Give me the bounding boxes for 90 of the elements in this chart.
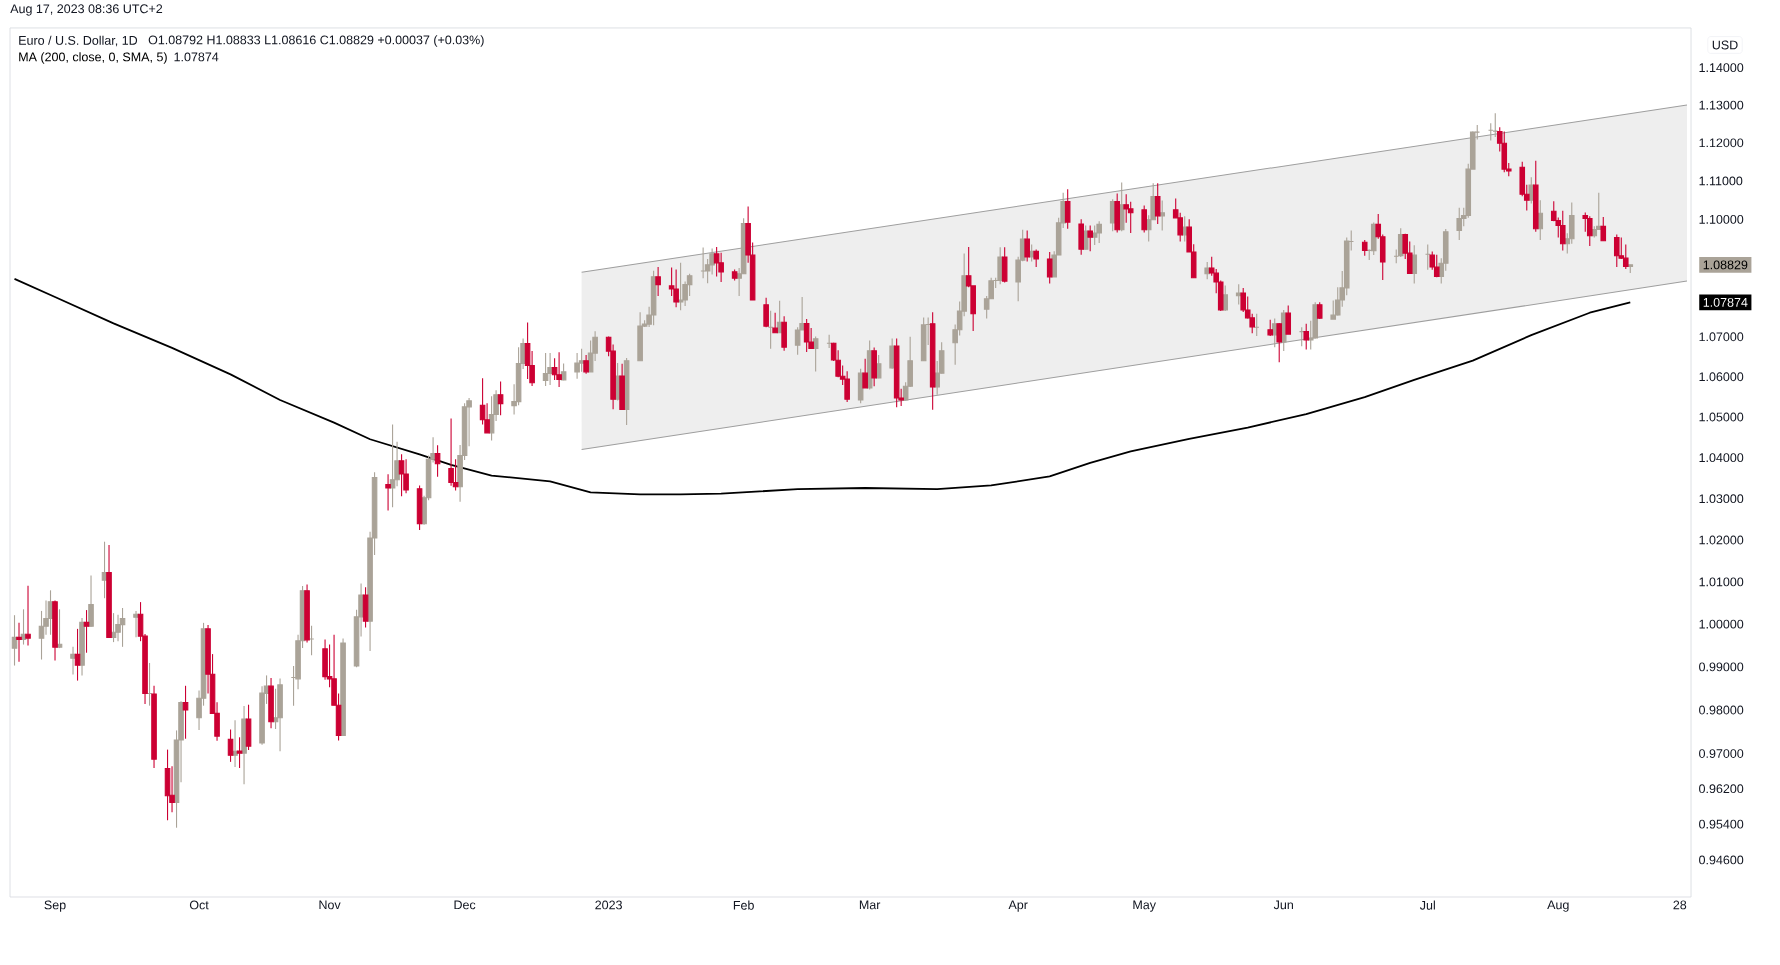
x-tick-label: Mar	[859, 900, 881, 910]
candlestick	[1249, 313, 1256, 334]
candlestick	[772, 312, 778, 334]
candlestick	[889, 337, 895, 370]
candlestick	[70, 646, 76, 676]
candlestick	[1303, 323, 1310, 351]
y-tick-label: 1.01000	[1699, 577, 1744, 587]
text: Aug 17, 2023 08:36 UTC+2	[10, 4, 163, 16]
candlestick	[1046, 251, 1053, 285]
candlestick	[862, 358, 868, 389]
y-tick-label: 1.05000	[1699, 412, 1744, 422]
candlestick	[1091, 225, 1098, 246]
x-tick-label: Sep	[44, 900, 66, 912]
x-tick-label: 28	[1673, 900, 1687, 910]
text: MA (200, close, 0, SMA, 5)	[19, 52, 167, 64]
candlestick	[1456, 207, 1463, 241]
candlestick	[583, 354, 589, 375]
y-tick-label: 1.07000	[1699, 332, 1744, 342]
candlestick	[83, 609, 90, 654]
candlestick	[1276, 322, 1283, 363]
candlestick	[556, 351, 562, 388]
y-tick-label: 1.03000	[1699, 494, 1744, 504]
candlestick	[812, 335, 819, 373]
candlestick	[1177, 212, 1183, 242]
y-tick-label: 1.14000	[1699, 63, 1744, 73]
y-tick-label: 1.04000	[1699, 453, 1744, 463]
text: 1.07874	[1703, 297, 1748, 307]
candlestick	[385, 473, 391, 512]
candlestick	[673, 268, 679, 308]
candlestick	[119, 607, 126, 648]
y-tick-label: 1.13000	[1699, 100, 1744, 110]
y-tick-label: 0.97000	[1699, 749, 1744, 758]
y-tick-label: 0.94600	[1699, 855, 1744, 865]
candlestick	[1613, 233, 1620, 268]
text: 1.08829	[1703, 260, 1748, 270]
x-tick-label: Jul	[1419, 900, 1435, 910]
candlestick	[574, 352, 580, 380]
x-tick-label: Apr	[1008, 900, 1028, 912]
candlestick	[16, 622, 22, 663]
candlestick	[1024, 230, 1030, 263]
y-tick-label: 1.06000	[1699, 372, 1744, 382]
text: O1.08792 H1.08833 L1.08616 C1.08829 +0.00037 (+0.03%)	[148, 35, 484, 47]
y-tick-label: 0.95400	[1699, 819, 1744, 829]
annotation: 1.07874	[174, 52, 219, 62]
line-series	[13, 278, 1632, 496]
candlestick	[1285, 305, 1292, 335]
candlestick	[794, 326, 801, 356]
candlestick	[236, 736, 243, 769]
candlestick	[25, 585, 31, 647]
candlestick	[1622, 243, 1629, 270]
x-tick-label: Jun	[1273, 900, 1293, 910]
y-tick-label: 0.98000	[1699, 705, 1744, 715]
candlestick	[1492, 112, 1499, 138]
x-tick-label: Oct	[189, 900, 209, 910]
y-axis-title: USD	[1712, 40, 1738, 50]
candlestick	[88, 574, 94, 628]
y-tick-label: 1.10000	[1699, 214, 1744, 224]
y-tick-label: 1.12000	[1699, 138, 1744, 148]
candlestick	[182, 685, 189, 740]
candlestick	[875, 354, 882, 379]
x-tick-label: Dec	[454, 900, 476, 910]
y-tick-label: 0.99000	[1699, 662, 1744, 672]
candlestick	[542, 352, 549, 387]
candlestick	[1141, 204, 1147, 234]
y-tick-label: 1.00000	[1699, 619, 1744, 629]
x-tick-label: 2023	[595, 900, 622, 910]
candlestick	[997, 246, 1003, 285]
x-tick-label: Nov	[319, 900, 341, 910]
candlestick	[1330, 299, 1337, 320]
text: Euro / U.S. Dollar, 1D	[19, 35, 138, 47]
x-tick-label: May	[1133, 900, 1156, 912]
candlestick	[547, 352, 553, 386]
candlestick	[1559, 210, 1566, 251]
candlestick	[403, 458, 409, 494]
candlestick	[1096, 220, 1102, 244]
candlestick	[763, 297, 769, 328]
candlestick	[1600, 216, 1607, 242]
candlestick	[1064, 188, 1071, 230]
y-tick-label: 1.02000	[1699, 535, 1744, 545]
candlestick	[448, 418, 454, 487]
x-tick-label: Aug	[1547, 900, 1569, 912]
x-tick-label: Feb	[733, 900, 754, 910]
candlestick	[133, 610, 139, 638]
candlestick	[398, 453, 405, 497]
candlestick	[803, 318, 810, 353]
y-tick-label: 0.96200	[1699, 784, 1744, 794]
y-tick-label: 1.11000	[1699, 176, 1743, 186]
candlestick	[497, 380, 504, 416]
candlestick	[677, 262, 684, 311]
candlestick	[655, 266, 661, 297]
